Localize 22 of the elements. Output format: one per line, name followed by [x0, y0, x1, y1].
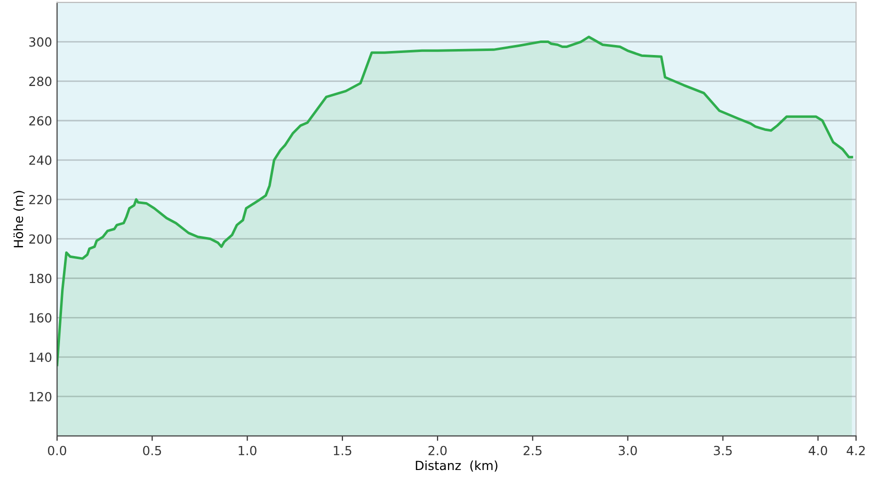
x-tick-label: 4.2 — [846, 446, 865, 456]
y-tick-label: 140 — [30, 352, 52, 362]
x-tick-label: 2.5 — [524, 446, 542, 456]
x-tick-label: 3.0 — [618, 446, 637, 456]
x-tick-label: 1.0 — [238, 446, 256, 456]
y-axis-title: Höhe (m) — [13, 190, 25, 248]
x-tick-label: 2.0 — [428, 446, 447, 456]
y-tick-label: 200 — [29, 234, 52, 244]
x-tick-label: 4.0 — [808, 446, 828, 456]
x-tick-label: 0.5 — [143, 446, 162, 456]
x-tick-label: 0.0 — [48, 446, 66, 456]
x-tick-label: 1.5 — [334, 446, 352, 456]
y-tick-label: 180 — [30, 274, 52, 284]
y-tick-label: 120 — [30, 392, 52, 402]
x-axis-title: Distanz (km) — [416, 460, 498, 472]
y-tick-label: 280 — [29, 76, 52, 86]
y-tick-label: 240 — [29, 156, 52, 165]
x-tick-label: 3.5 — [714, 446, 732, 456]
y-tick-label: 160 — [30, 313, 52, 323]
y-tick-label: 300 — [29, 37, 52, 47]
y-tick-label: 220 — [29, 194, 52, 204]
y-tick-label: 260 — [29, 116, 52, 126]
